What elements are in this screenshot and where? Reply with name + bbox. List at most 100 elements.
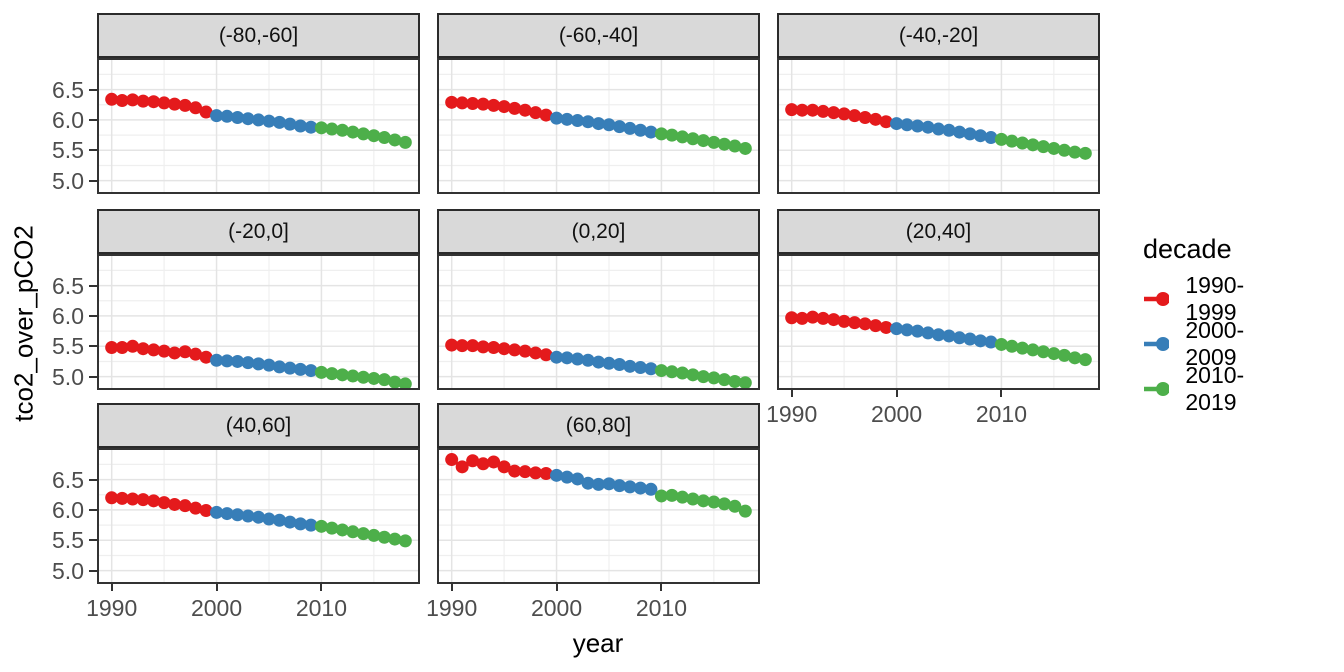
series-1990-1999: [105, 339, 213, 364]
y-tick-label: 5.0: [52, 363, 84, 390]
y-tick-mark: [89, 149, 97, 152]
facet-label: (60,80]: [565, 414, 632, 437]
facet-label: (-60,-40]: [558, 24, 639, 47]
y-tick-mark: [89, 118, 97, 121]
y-tick-mark: [89, 375, 97, 378]
y-tick-label: 6.0: [52, 496, 84, 523]
facet-panel: [97, 58, 420, 194]
panel-border: [97, 254, 420, 390]
y-tick-mark: [89, 179, 97, 182]
y-tick-label: 5.0: [52, 557, 84, 584]
legend-key-icon: [1144, 336, 1170, 351]
legend-key-icon: [1144, 381, 1170, 396]
series-2010-2019: [314, 365, 412, 390]
facet-panel: [97, 448, 420, 584]
x-tick-label: 1990: [426, 595, 478, 621]
grid-major: [437, 254, 760, 390]
series-1990-1999: [785, 103, 893, 129]
facet-strip: (60,80]: [437, 403, 760, 448]
legend-entry-label: 1990-1999: [1185, 271, 1245, 325]
facet-strip: (-80,-60]: [97, 13, 420, 58]
y-tick-mark: [89, 539, 97, 542]
panel-border: [437, 254, 760, 390]
y-tick-label: 5.0: [52, 167, 84, 194]
y-axis-title: tco2_over_pCO2: [8, 225, 39, 422]
facet-panel: [437, 254, 760, 390]
y-tick-mark: [89, 508, 97, 511]
series-1990-1999: [445, 338, 553, 362]
series-1990-1999: [445, 95, 553, 122]
legend-entry: 2000-2009: [1143, 317, 1258, 370]
series-2000-2009: [890, 322, 998, 349]
legend-entries: 1990-1999 2000-2009 2010-2019: [1143, 272, 1258, 415]
legend-entry: 2010-2019: [1143, 362, 1258, 415]
y-tick-label: 6.0: [52, 106, 84, 133]
x-tick-mark: [215, 584, 218, 591]
y-tick-mark: [89, 569, 97, 572]
x-tick-label: 2000: [190, 595, 243, 621]
grid-minor: [777, 58, 1100, 194]
series-2010-2019: [654, 364, 752, 390]
panel-border: [97, 448, 420, 584]
panel-border: [437, 448, 760, 584]
y-tick-label: 5.5: [52, 137, 84, 164]
legend-entry: 1990-1999: [1143, 272, 1258, 325]
x-tick-label: 2010: [975, 401, 1027, 427]
series-2010-2019: [654, 127, 752, 155]
series-2000-2009: [550, 111, 658, 139]
y-tick-mark: [89, 284, 97, 287]
x-tick-mark: [320, 584, 323, 591]
panel-border: [777, 58, 1100, 194]
y-tick-label: 6.5: [52, 466, 84, 493]
y-tick-label: 5.5: [52, 333, 84, 360]
y-tick-mark: [89, 314, 97, 317]
x-tick-label: 2000: [530, 595, 583, 621]
panel-border: [437, 58, 760, 194]
x-tick-label: 1990: [86, 595, 138, 621]
series-1990-1999: [105, 491, 213, 518]
series-2010-2019: [314, 121, 412, 149]
x-tick-label: 2000: [870, 401, 923, 427]
panel-border: [777, 254, 1100, 390]
x-tick-mark: [110, 584, 113, 591]
x-tick-mark: [1000, 390, 1003, 397]
series-2010-2019: [314, 519, 412, 548]
series-2000-2009: [210, 109, 318, 134]
facet-panel: [777, 58, 1100, 194]
series-2010-2019: [994, 337, 1092, 367]
facet-strip: (-60,-40]: [437, 13, 760, 58]
grid-minor: [437, 254, 760, 390]
y-tick-label: 6.5: [52, 76, 84, 103]
y-tick-label: 5.5: [52, 527, 84, 554]
facet-strip: (-20,0]: [97, 209, 420, 254]
facet-strip: (0,20]: [437, 209, 760, 254]
x-tick-label: 1990: [766, 401, 818, 427]
facet-label: (-80,-60]: [218, 24, 299, 47]
facet-label: (40,60]: [225, 414, 292, 437]
y-tick-mark: [89, 345, 97, 348]
series-2000-2009: [210, 505, 318, 532]
facet-strip: (-40,-20]: [777, 13, 1100, 58]
series-2000-2009: [550, 468, 658, 496]
legend-entry-label: 2010-2019: [1185, 361, 1245, 415]
x-tick-label: 2010: [635, 595, 687, 621]
x-axis-title: year: [572, 628, 624, 658]
facet-panel: [437, 448, 760, 584]
panel-border: [97, 58, 420, 194]
series-2000-2009: [890, 117, 998, 145]
x-tick-mark: [660, 584, 663, 591]
facet-label: (0,20]: [571, 220, 626, 243]
y-tick-label: 6.0: [52, 302, 84, 329]
legend-entry-label: 2000-2009: [1185, 316, 1245, 370]
y-tick-label: 6.5: [52, 272, 84, 299]
facet-strip: (20,40]: [777, 209, 1100, 254]
grid-minor: [437, 448, 760, 584]
x-tick-mark: [555, 584, 558, 591]
series-2010-2019: [654, 488, 752, 518]
facet-panel: [97, 254, 420, 390]
facet-panel: [777, 254, 1100, 390]
series-1990-1999: [785, 310, 893, 334]
x-tick-label: 2010: [295, 595, 347, 621]
facet-panel: [437, 58, 760, 194]
